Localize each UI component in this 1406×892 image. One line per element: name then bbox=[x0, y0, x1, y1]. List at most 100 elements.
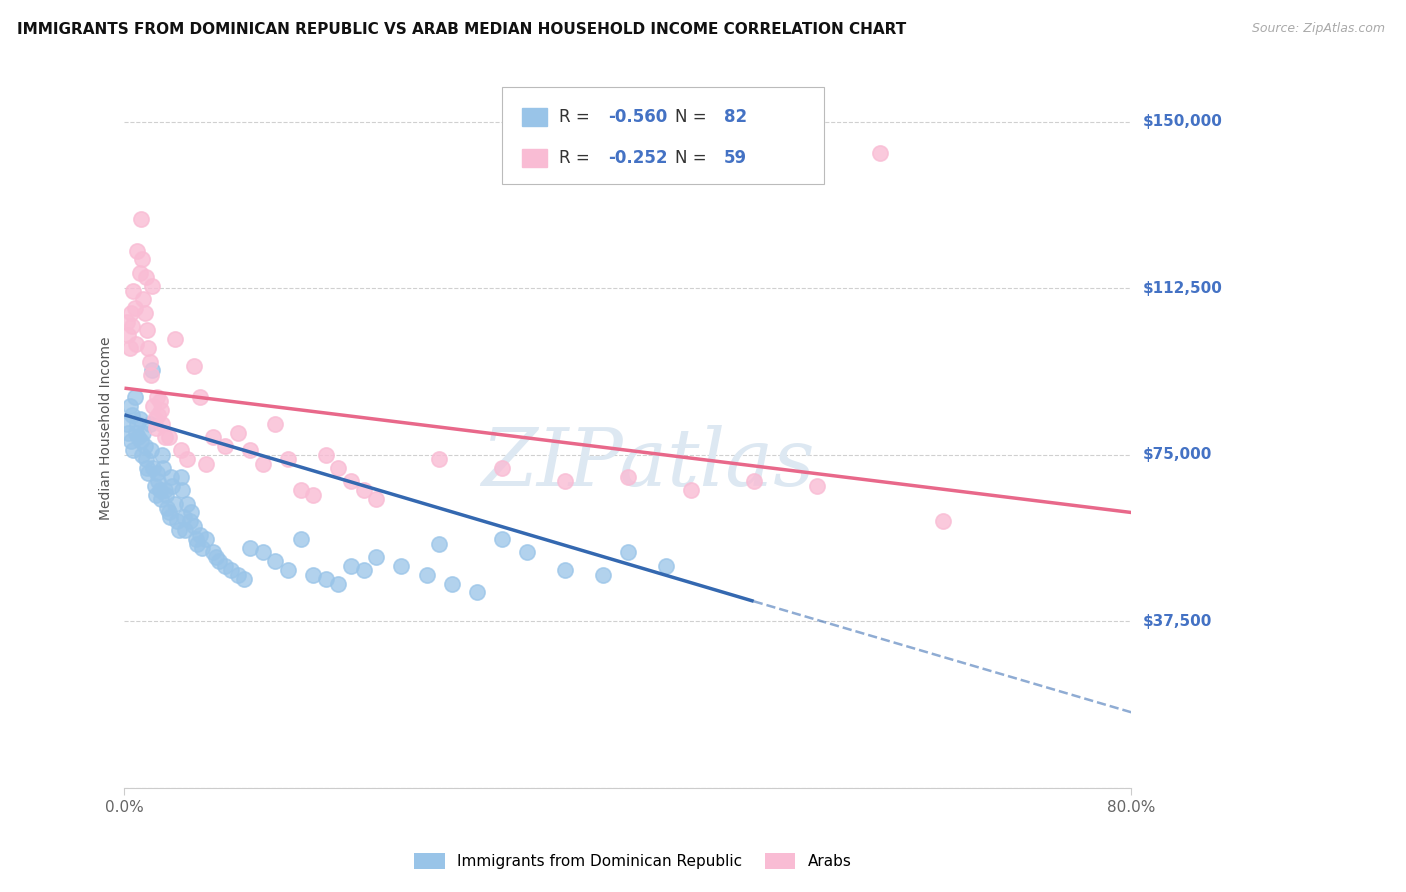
Point bbox=[148, 475, 170, 489]
Point bbox=[290, 483, 312, 498]
Text: 59: 59 bbox=[724, 149, 747, 167]
Point bbox=[118, 341, 141, 355]
Point bbox=[139, 443, 162, 458]
Point bbox=[214, 439, 236, 453]
Text: Source: ZipAtlas.com: Source: ZipAtlas.com bbox=[1251, 22, 1385, 36]
Point bbox=[186, 532, 208, 546]
FancyBboxPatch shape bbox=[502, 87, 824, 184]
Y-axis label: Median Household Income: Median Household Income bbox=[100, 336, 114, 520]
Point bbox=[491, 461, 513, 475]
Point bbox=[117, 327, 139, 342]
Point bbox=[128, 412, 150, 426]
Point bbox=[138, 466, 160, 480]
Point bbox=[148, 408, 170, 422]
Point bbox=[328, 461, 350, 475]
Point bbox=[328, 576, 350, 591]
Point bbox=[149, 492, 172, 507]
Point bbox=[205, 549, 228, 564]
Point bbox=[353, 563, 375, 577]
Point bbox=[226, 425, 249, 440]
Point bbox=[427, 536, 450, 550]
Point bbox=[163, 497, 186, 511]
Point bbox=[315, 448, 337, 462]
Point bbox=[277, 452, 299, 467]
Point bbox=[302, 488, 325, 502]
Point bbox=[132, 293, 155, 307]
Bar bbox=[522, 108, 547, 126]
Point bbox=[125, 417, 148, 431]
Point bbox=[122, 284, 145, 298]
Point bbox=[127, 430, 149, 444]
Point bbox=[138, 354, 160, 368]
Text: $75,000: $75,000 bbox=[1143, 447, 1212, 462]
Point bbox=[290, 532, 312, 546]
Point bbox=[136, 461, 159, 475]
Point bbox=[134, 439, 156, 453]
Point bbox=[389, 558, 412, 573]
Text: IMMIGRANTS FROM DOMINICAN REPUBLIC VS ARAB MEDIAN HOUSEHOLD INCOME CORRELATION C: IMMIGRANTS FROM DOMINICAN REPUBLIC VS AR… bbox=[17, 22, 905, 37]
Point bbox=[183, 518, 205, 533]
Point bbox=[138, 417, 160, 431]
Point bbox=[440, 576, 463, 591]
Point bbox=[162, 479, 184, 493]
Text: N =: N = bbox=[675, 149, 711, 167]
Point bbox=[142, 399, 165, 413]
Point bbox=[233, 572, 256, 586]
Point bbox=[176, 497, 198, 511]
Text: R =: R = bbox=[560, 108, 595, 126]
Point bbox=[115, 315, 138, 329]
Point bbox=[340, 475, 363, 489]
Point bbox=[170, 470, 193, 484]
Point bbox=[239, 541, 262, 555]
Point bbox=[195, 457, 218, 471]
Point bbox=[208, 554, 231, 568]
Point bbox=[115, 417, 138, 431]
Point bbox=[131, 252, 153, 267]
Point bbox=[156, 501, 179, 516]
Point bbox=[191, 541, 214, 555]
Point bbox=[221, 563, 243, 577]
Point bbox=[188, 527, 211, 541]
Point bbox=[195, 532, 218, 546]
Text: 82: 82 bbox=[724, 108, 747, 126]
Point bbox=[159, 510, 181, 524]
Point bbox=[679, 483, 702, 498]
Point bbox=[152, 461, 174, 475]
Point bbox=[120, 434, 142, 449]
Point bbox=[163, 332, 186, 346]
Point bbox=[125, 336, 148, 351]
Point bbox=[131, 448, 153, 462]
Point bbox=[132, 425, 155, 440]
Point bbox=[149, 403, 172, 417]
Point bbox=[214, 558, 236, 573]
Point bbox=[806, 479, 828, 493]
Point bbox=[869, 145, 891, 160]
Point bbox=[167, 523, 190, 537]
Point bbox=[134, 306, 156, 320]
Point bbox=[166, 514, 188, 528]
Point bbox=[617, 545, 640, 559]
Point bbox=[170, 443, 193, 458]
Point bbox=[366, 549, 388, 564]
Point bbox=[122, 443, 145, 458]
Point bbox=[129, 434, 152, 449]
Point bbox=[136, 323, 159, 337]
Point bbox=[252, 457, 274, 471]
Point bbox=[135, 452, 157, 467]
Point bbox=[138, 341, 160, 355]
Point bbox=[124, 301, 146, 316]
Bar bbox=[522, 149, 547, 167]
Point bbox=[128, 266, 150, 280]
Point bbox=[264, 554, 287, 568]
Point bbox=[149, 394, 172, 409]
Point bbox=[186, 536, 208, 550]
Point bbox=[143, 412, 166, 426]
Point bbox=[125, 425, 148, 440]
Point bbox=[129, 212, 152, 227]
Point bbox=[120, 306, 142, 320]
Text: R =: R = bbox=[560, 149, 595, 167]
Point bbox=[315, 572, 337, 586]
Point bbox=[153, 430, 176, 444]
Text: ZIPatlas: ZIPatlas bbox=[481, 425, 814, 503]
Point bbox=[654, 558, 676, 573]
